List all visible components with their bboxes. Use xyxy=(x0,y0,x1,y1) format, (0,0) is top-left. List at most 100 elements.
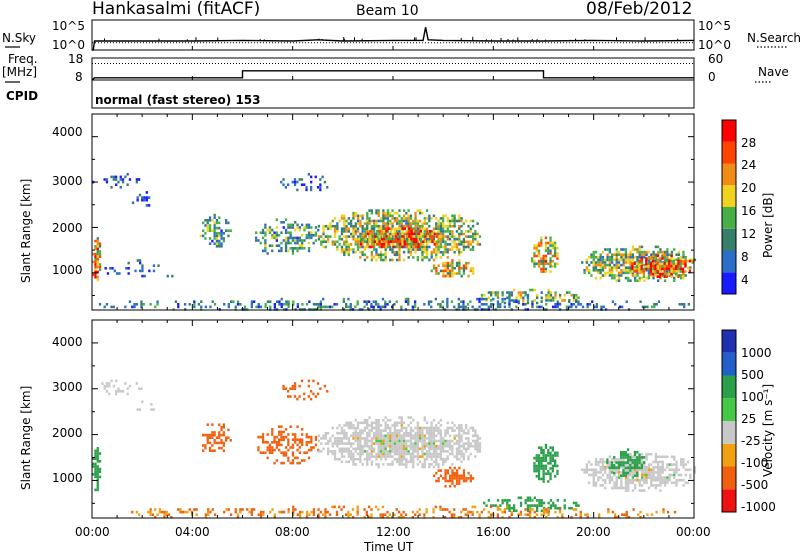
velocity-cell xyxy=(542,451,545,455)
velocity-cell xyxy=(673,468,676,472)
velocity-cell xyxy=(287,438,290,441)
velocity-cell xyxy=(458,482,461,485)
velocity-cell xyxy=(458,452,461,456)
velocity-cell xyxy=(471,505,474,509)
power-cell xyxy=(654,253,657,256)
power-cell xyxy=(379,217,383,220)
power-cell xyxy=(444,235,447,238)
velocity-cell xyxy=(384,442,387,445)
power-cell xyxy=(631,245,634,249)
velocity-cell xyxy=(435,455,438,458)
velocity-cell xyxy=(393,447,396,451)
power-cell xyxy=(292,303,295,306)
power-cell xyxy=(465,230,468,233)
power-cell xyxy=(590,256,593,259)
power-cell xyxy=(533,252,536,255)
velocity-cell xyxy=(396,429,399,432)
xtick-0400: 04:00 xyxy=(175,525,210,539)
velocity-cell xyxy=(439,437,442,440)
velocity-cell xyxy=(620,465,623,469)
velocity-cell xyxy=(356,424,360,427)
velocity-cell xyxy=(271,430,274,434)
velocity-cell xyxy=(575,501,578,505)
velocity-cell xyxy=(96,483,99,486)
velocity-cell xyxy=(462,471,466,475)
velocity-cell xyxy=(354,429,357,432)
velocity-cell xyxy=(439,424,442,427)
velocity-cell xyxy=(135,382,138,385)
power-cell xyxy=(462,222,465,225)
power-cell xyxy=(613,263,616,267)
velocity-cell xyxy=(611,476,614,479)
power-cell xyxy=(177,305,180,309)
velocity-cell xyxy=(423,463,426,466)
velocity-cell xyxy=(213,439,216,442)
power-cell xyxy=(361,232,364,236)
velocity-cell xyxy=(615,484,618,487)
power-cell xyxy=(365,300,368,303)
velocity-cell xyxy=(310,390,313,393)
velocity-cell xyxy=(606,473,609,477)
power-cell xyxy=(412,227,416,230)
velocity-cell xyxy=(389,426,392,430)
velocity-cell xyxy=(446,421,449,425)
velocity-cell xyxy=(464,508,467,511)
power-cell xyxy=(642,267,646,271)
power-cell xyxy=(540,244,543,247)
velocity-cell xyxy=(608,478,611,482)
velocity-cell xyxy=(638,484,641,487)
power-cell xyxy=(442,224,445,228)
power-cell xyxy=(460,305,463,309)
velocity-cell xyxy=(361,463,364,466)
power-cell xyxy=(446,248,449,251)
velocity-cell xyxy=(643,465,646,469)
power-cell xyxy=(384,253,387,257)
velocity-cell xyxy=(301,510,304,514)
velocity-cell xyxy=(423,457,426,461)
power-cell xyxy=(410,243,413,246)
velocity-cell xyxy=(275,459,278,462)
velocity-cell xyxy=(370,450,373,453)
velocity-cell xyxy=(467,477,470,480)
power-cell xyxy=(375,224,378,228)
power-cell xyxy=(280,303,283,306)
velocity-cell xyxy=(370,444,373,448)
velocity-cell xyxy=(673,510,677,514)
velocity-cell xyxy=(451,421,454,425)
velocity-cell xyxy=(549,446,552,449)
power-cell xyxy=(465,264,468,267)
velocity-cell xyxy=(622,471,625,475)
velocity-cell xyxy=(409,434,413,438)
power-cell xyxy=(675,272,678,276)
power-cell xyxy=(396,243,400,246)
velocity-cell xyxy=(638,489,641,492)
power-cell xyxy=(640,270,643,273)
velocity-cell xyxy=(259,513,263,516)
power-cell xyxy=(536,293,539,297)
velocity-cell xyxy=(310,438,313,441)
velocity-cell xyxy=(652,476,655,479)
power-cell xyxy=(250,300,253,303)
power-cell xyxy=(284,239,288,242)
power-cell xyxy=(575,300,578,303)
power-cell xyxy=(606,271,609,275)
velocity-cell xyxy=(275,435,278,439)
velocity-cell xyxy=(629,473,632,477)
power-cell xyxy=(631,248,634,251)
power-cell xyxy=(597,256,600,259)
velocity-cell xyxy=(626,458,630,462)
velocity-cell xyxy=(462,442,465,445)
velocity-cell xyxy=(333,452,337,456)
power-cell xyxy=(340,232,344,236)
velocity-cell xyxy=(236,513,240,516)
velocity-cell xyxy=(239,508,242,511)
power-cell xyxy=(388,300,391,303)
velocity-cell xyxy=(594,468,598,472)
power-cell xyxy=(94,260,97,264)
power-cell xyxy=(540,262,543,266)
velocity-cell xyxy=(506,501,509,505)
power-cell xyxy=(193,305,196,309)
velocity-cell xyxy=(262,510,265,514)
velocity-cell xyxy=(366,426,369,430)
velocity-cell xyxy=(451,471,454,475)
